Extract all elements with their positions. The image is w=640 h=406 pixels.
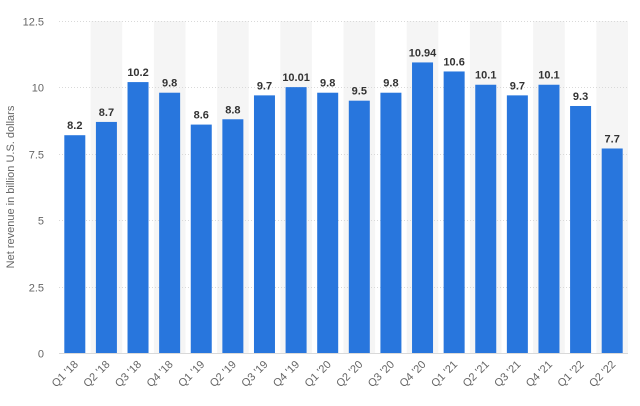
bar[interactable] [506,95,528,354]
x-tick-label: Q1 '19 [176,359,207,390]
y-axis-ticks: 0 2.5 5 7.5 10 12.5 [23,17,44,361]
y-tick-label: 2.5 [29,283,44,295]
x-tick-label: Q3 '20 [366,359,397,390]
bar[interactable] [127,82,149,353]
y-tick-label: 10 [32,83,44,95]
bar[interactable] [64,135,86,353]
data-label: 9.3 [573,91,588,103]
data-label: 10.2 [127,67,148,79]
bar[interactable] [601,148,623,353]
x-tick-label: Q2 '19 [208,359,239,390]
bar[interactable] [412,62,434,354]
y-tick-label: 7.5 [29,150,44,162]
bar[interactable] [253,95,275,354]
data-label: 8.6 [194,110,209,122]
x-tick-label: Q2 '20 [334,359,365,390]
x-tick-label: Q3 '21 [492,359,523,390]
bar[interactable] [95,121,117,353]
x-tick-label: Q1 '21 [429,359,460,390]
data-label: 8.8 [225,104,240,116]
bar[interactable] [475,84,497,353]
data-labels: 8.2 8.7 10.2 9.8 8.6 8.8 9.7 10.01 9.8 9.5 9.8 10.9… [67,47,620,145]
bar[interactable] [285,87,307,353]
y-tick-label: 12.5 [23,17,44,29]
data-label: 9.5 [352,86,367,98]
data-label: 10.01 [282,72,310,84]
x-tick-label: Q2 '21 [461,359,492,390]
bar[interactable] [222,119,244,353]
x-tick-label: Q1 '20 [303,359,334,390]
bar[interactable] [159,92,181,353]
bar[interactable] [348,100,370,354]
data-label: 8.2 [67,120,82,132]
data-label: 8.7 [99,107,114,119]
x-tick-label: Q3 '18 [113,359,144,390]
data-label: 10.1 [538,70,559,82]
data-label: 10.94 [409,47,437,59]
x-tick-label: Q1 '22 [556,359,587,390]
x-tick-label: Q2 '22 [587,359,618,390]
bar[interactable] [317,92,339,353]
x-tick-label: Q2 '18 [81,359,112,390]
bar[interactable] [570,105,592,353]
bar[interactable] [538,84,560,353]
x-tick-label: Q4 '19 [271,359,302,390]
bar[interactable] [380,92,402,353]
x-tick-label: Q1 '18 [50,359,81,390]
data-label: 7.7 [605,133,620,145]
x-tick-label: Q4 '18 [145,359,176,390]
x-tick-label: Q4 '20 [397,359,428,390]
bars [64,62,623,354]
x-tick-label: Q3 '19 [239,359,270,390]
y-axis-label: Net revenue in billion U.S. dollars [5,105,17,268]
x-axis-ticks: Q1 '18 Q2 '18 Q3 '18 Q4 '18 Q1 '19 Q2 '19 Q3 '… [50,359,619,390]
bar[interactable] [190,124,212,353]
data-label: 9.7 [257,80,272,92]
y-tick-label: 5 [38,216,44,228]
x-tick-label: Q4 '21 [524,359,555,390]
data-label: 10.1 [475,70,496,82]
data-label: 9.8 [383,78,398,90]
data-label: 9.8 [320,78,335,90]
data-label: 10.6 [443,56,464,68]
gridlines [59,21,628,354]
y-tick-label: 0 [38,349,44,361]
data-label: 9.7 [510,80,525,92]
data-label: 9.8 [162,78,177,90]
bar[interactable] [443,71,465,354]
